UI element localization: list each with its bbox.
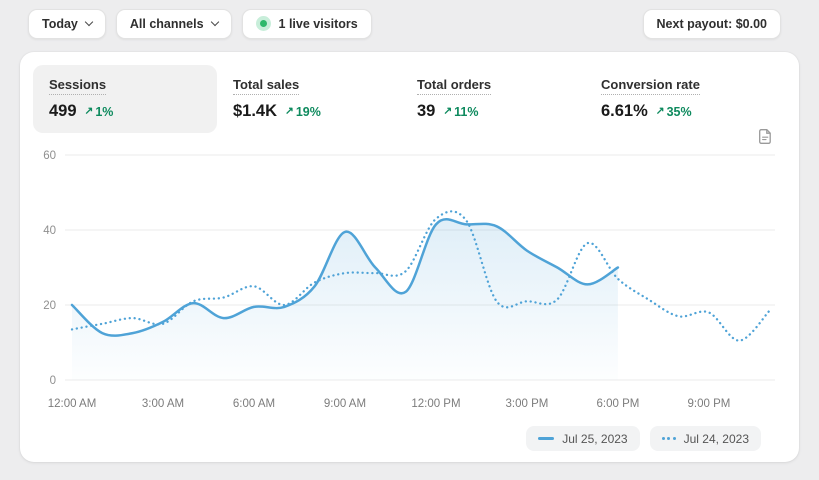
solid-line-icon — [538, 437, 555, 440]
trend-up-icon: ↗ — [443, 105, 453, 118]
live-visitors-badge[interactable]: 1 live visitors — [241, 8, 372, 39]
metric-tab-conversion-rate[interactable]: Conversion rate 6.61% ↗ 35% — [585, 65, 769, 133]
legend-label: Jul 24, 2023 — [683, 431, 749, 446]
metric-value: 499 — [49, 102, 77, 120]
live-dot-icon — [255, 16, 271, 31]
live-visitors-label: 1 live visitors — [278, 16, 358, 31]
trend-up-icon: ↗ — [655, 105, 665, 118]
series-line-1 — [70, 210, 771, 342]
x-tick-label: 3:00 AM — [142, 398, 184, 410]
chart-legend: Jul 25, 2023 Jul 24, 2023 — [526, 426, 761, 451]
x-tick-label: 9:00 PM — [688, 398, 731, 410]
metric-label: Total orders — [417, 77, 492, 95]
series-area-fill — [72, 219, 618, 380]
metrics-row: Sessions 499 ↗ 1% Total sales $1.4K ↗ 19% … — [33, 65, 769, 133]
sessions-chart-svg: 0 20 40 60 12:00 AM 3:00 AM 6:00 AM 9:00 AM 12:0… — [43, 150, 775, 410]
y-tick-label: 0 — [50, 375, 56, 387]
x-tick-label: 9:00 AM — [324, 398, 366, 410]
x-tick-label: 12:00 AM — [48, 398, 97, 410]
series-line-0 — [70, 218, 620, 337]
date-range-label: Today — [42, 16, 78, 31]
metric-delta: ↗ 1% — [84, 104, 114, 119]
y-tick-label: 60 — [43, 150, 56, 162]
x-tick-label: 12:00 PM — [411, 398, 460, 410]
date-range-button[interactable]: Today — [28, 8, 106, 39]
legend-label: Jul 25, 2023 — [562, 431, 628, 446]
sessions-chart[interactable]: 0 20 40 60 12:00 AM 3:00 AM 6:00 AM 9:00 AM 12:0… — [20, 140, 799, 422]
metric-delta: ↗ 11% — [443, 104, 479, 119]
metric-tab-total-orders[interactable]: Total orders 39 ↗ 11% — [401, 65, 585, 133]
metric-value: 6.61% — [601, 102, 648, 120]
x-tick-label: 6:00 AM — [233, 398, 275, 410]
chevron-down-icon — [210, 17, 219, 27]
document-icon — [759, 129, 771, 144]
metric-tab-total-sales[interactable]: Total sales $1.4K ↗ 19% — [217, 65, 401, 133]
channel-filter-button[interactable]: All channels — [115, 8, 232, 39]
metric-value: $1.4K — [233, 102, 278, 120]
topbar: Today All channels 1 live visitors Next … — [28, 8, 781, 39]
metric-delta: ↗ 19% — [285, 104, 321, 119]
filter-group: Today All channels 1 live visitors — [28, 8, 372, 39]
metric-label: Sessions — [49, 77, 107, 95]
chevron-down-icon — [84, 17, 94, 27]
x-tick-label: 6:00 PM — [597, 398, 640, 410]
x-tick-label: 3:00 PM — [506, 398, 549, 410]
y-tick-label: 20 — [43, 300, 56, 312]
trend-up-icon: ↗ — [285, 105, 294, 118]
dotted-line-icon — [661, 437, 676, 440]
analytics-card: Sessions 499 ↗ 1% Total sales $1.4K ↗ 19% … — [20, 52, 799, 462]
legend-item-jul-25[interactable]: Jul 25, 2023 — [526, 426, 640, 451]
channel-filter-label: All channels — [129, 16, 204, 31]
trend-up-icon: ↗ — [84, 105, 94, 118]
metric-label: Total sales — [233, 77, 300, 95]
report-icon-button[interactable] — [756, 126, 775, 146]
next-payout-label: Next payout: $0.00 — [656, 16, 767, 31]
legend-item-jul-24[interactable]: Jul 24, 2023 — [649, 426, 761, 451]
metric-tab-sessions[interactable]: Sessions 499 ↗ 1% — [33, 65, 217, 133]
metric-value: 39 — [417, 102, 436, 120]
metric-label: Conversion rate — [601, 77, 700, 95]
metric-delta: ↗ 35% — [655, 104, 692, 119]
next-payout-button[interactable]: Next payout: $0.00 — [642, 8, 781, 39]
y-tick-label: 40 — [43, 225, 56, 237]
